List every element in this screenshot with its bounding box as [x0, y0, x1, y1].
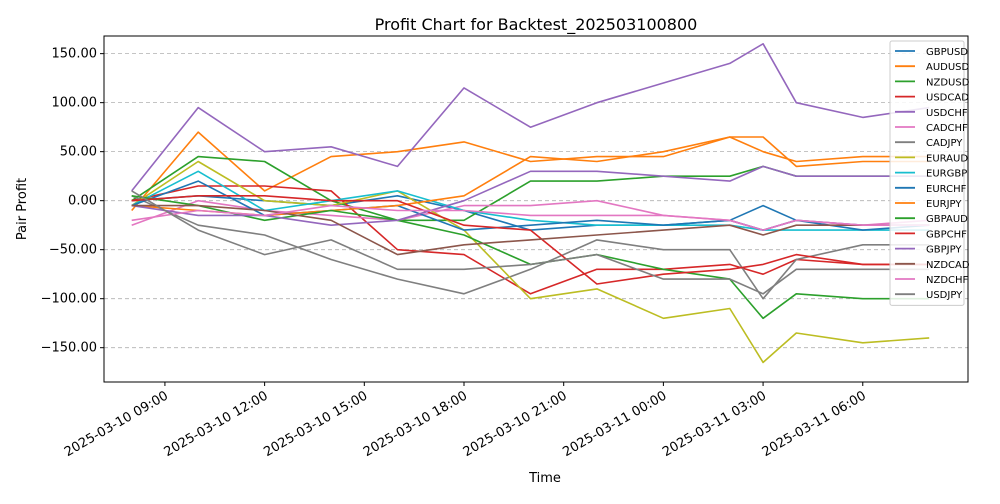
y-tick-label: 0.00 [68, 194, 97, 209]
y-axis-label: Pair Profit [15, 178, 30, 240]
legend-label: EURCHF [926, 184, 967, 195]
series-line-nzdcad [131, 204, 930, 256]
legend-label: USDCHF [926, 108, 968, 119]
legend-label: GBPJPY [926, 245, 962, 256]
legend-label: EURAUD [926, 153, 968, 164]
legend-label: USDCAD [926, 93, 969, 104]
legend-label: GBPAUD [926, 214, 968, 225]
y-tick-label: −50.00 [49, 243, 97, 258]
legend-label: CADJPY [926, 138, 963, 149]
chart-title: Profit Chart for Backtest_202503100800 [375, 15, 698, 35]
y-tick-label: −100.00 [41, 292, 97, 307]
legend-label: NZDCHF [926, 275, 969, 286]
legend-label: CADCHF [926, 123, 968, 134]
y-axis: 150.00 100.00 50.00 0.00 −50.00 −100.00 −150.0… [41, 47, 104, 356]
series-line-eurjpy [131, 136, 930, 217]
legend-label: NZDCAD [926, 260, 970, 271]
series-line-gbpjpy [131, 165, 930, 226]
series-line-cadjpy [131, 195, 930, 300]
legend-label: GBPCHF [926, 229, 967, 240]
y-tick-label: 50.00 [60, 145, 97, 160]
series-line-gbpchf [131, 195, 930, 285]
legend-label: AUDUSD [926, 62, 970, 73]
x-axis-label: Time [528, 471, 561, 486]
legend-label: EURJPY [926, 199, 962, 210]
series-line-nzdchf [131, 204, 930, 231]
legend-label: EURGBP [926, 169, 967, 180]
series-line-usdjpy [131, 190, 930, 295]
y-tick-label: 100.00 [52, 96, 98, 111]
series-layer [131, 42, 930, 364]
legend-label: GBPUSD [926, 47, 968, 58]
y-tick-label: −150.00 [41, 341, 97, 356]
series-line-usdcad [131, 185, 930, 295]
plot-frame [103, 35, 969, 383]
legend-frame [889, 40, 965, 306]
legend: GBPUSD AUDUSD NZDUSD USDCAD USDCHF CADCHF CADJ… [889, 40, 970, 306]
series-line-usdchf [131, 42, 930, 192]
legend-label: NZDUSD [926, 77, 970, 88]
legend-label: USDJPY [926, 290, 963, 301]
y-tick-label: 150.00 [52, 47, 98, 62]
series-line-euraud [131, 160, 930, 364]
